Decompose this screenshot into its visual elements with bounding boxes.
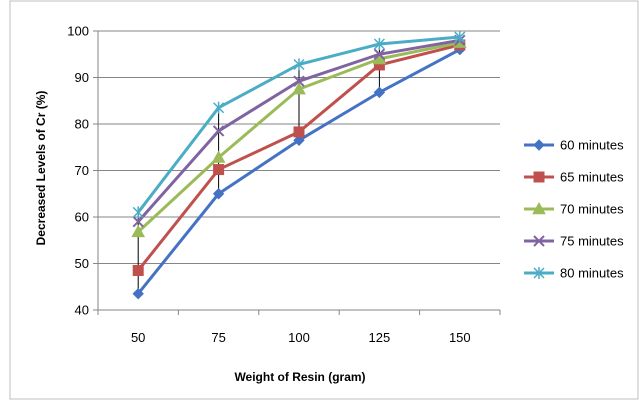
legend-entry: 70 minutes [524, 202, 624, 217]
legend-marker [533, 235, 545, 247]
data-point [373, 86, 386, 99]
data-point [212, 125, 225, 137]
data-point [211, 150, 226, 163]
legend-label: 75 minutes [560, 234, 624, 249]
data-point [213, 164, 225, 176]
legend-marker [533, 139, 545, 151]
y-tick-label: 80 [75, 117, 89, 132]
series-lines [131, 31, 467, 300]
legend-label: 80 minutes [560, 266, 624, 281]
legend-label: 65 minutes [560, 170, 624, 185]
data-point [212, 188, 225, 200]
legend-marker [533, 171, 545, 183]
y-axis-title: Decreased Levels of Cr (%) [34, 91, 48, 246]
data-point [293, 58, 305, 71]
x-tick-label-125: 125 [369, 330, 391, 345]
series-70-minutes [131, 35, 467, 238]
data-point [292, 82, 306, 95]
data-point [373, 48, 386, 60]
legend-label: 60 minutes [560, 138, 624, 153]
legend: 60 minutes 65 minutes 70 minutes 75 minutes… [524, 138, 624, 281]
data-point [373, 38, 385, 51]
x-axis-title: Weight of Resin (gram) [234, 370, 365, 384]
data-point [132, 288, 144, 300]
legend-entry: 75 minutes [524, 234, 624, 249]
x-tick-label-150: 150 [449, 330, 471, 345]
legend-entry: 65 minutes [524, 170, 624, 185]
legend-entry: 80 minutes [524, 266, 624, 281]
data-point [293, 75, 305, 87]
data-point [132, 215, 144, 228]
data-point [454, 31, 466, 44]
y-tick-labels: 40 50 60 70 80 90 100 [67, 24, 89, 318]
x-tick-label-75: 75 [211, 330, 225, 345]
axes [93, 30, 501, 315]
legend-marker [532, 201, 546, 215]
y-tick-label: 100 [67, 24, 89, 39]
y-tick-label: 70 [75, 163, 89, 178]
data-point [213, 101, 225, 114]
y-tick-label: 40 [75, 303, 89, 318]
y-tick-label: 90 [75, 70, 89, 85]
data-point [293, 126, 305, 138]
data-point [293, 134, 305, 146]
x-tick-label-50: 50 [131, 330, 145, 345]
data-point [132, 264, 144, 276]
legend-marker [533, 267, 545, 279]
legend-label: 70 minutes [560, 202, 624, 217]
x-tick-label-100: 100 [288, 330, 310, 345]
legend-entry: 60 minutes [524, 138, 624, 153]
series-80-minutes [132, 31, 466, 219]
x-tick-labels: 50 75 100 125 150 [131, 330, 471, 345]
chart-border [9, 0, 639, 400]
data-point [132, 206, 144, 219]
data-point [131, 224, 146, 238]
y-tick-label: 50 [75, 256, 89, 271]
y-tick-label: 60 [75, 210, 89, 225]
